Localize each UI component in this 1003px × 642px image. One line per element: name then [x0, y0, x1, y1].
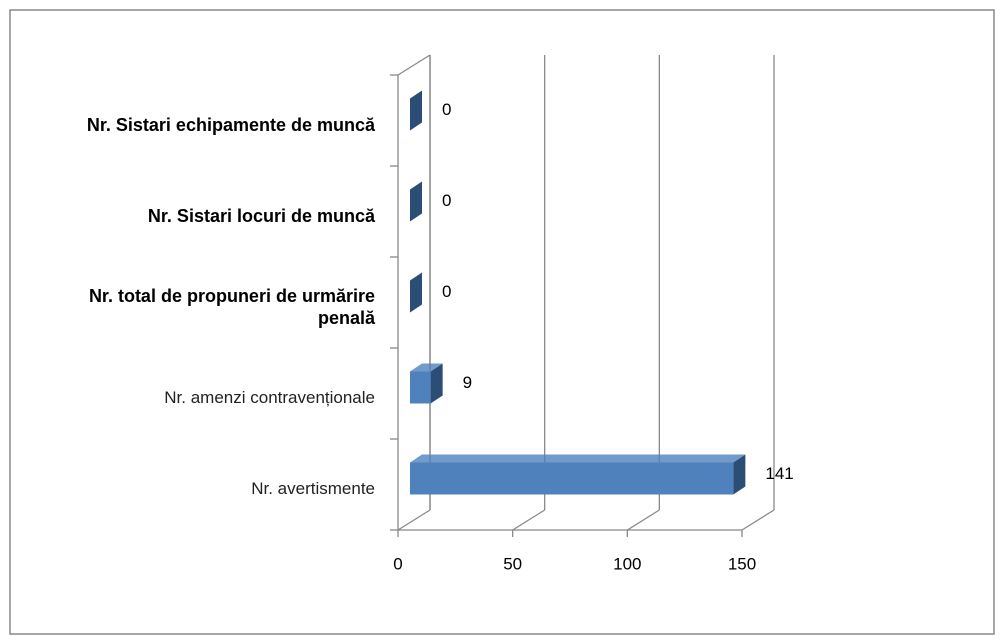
- x-tick-label: 100: [613, 554, 641, 573]
- value-label: 0: [442, 282, 451, 301]
- bar-side: [410, 181, 422, 222]
- y-tick-label: Nr. Sistari locuri de muncă: [147, 205, 375, 226]
- bar-side: [430, 363, 443, 404]
- bar-side: [410, 272, 422, 313]
- y-tick-label: Nr. avertismente: [251, 478, 375, 498]
- value-label: 0: [442, 100, 451, 119]
- bar-side: [733, 454, 746, 495]
- grid-line: [397, 509, 431, 531]
- bar-top: [410, 363, 443, 372]
- y-tick-label: Nr. amenzi contravenționale: [164, 387, 375, 407]
- grid-line: [626, 509, 660, 531]
- y-tick-label: Nr. Sistari echipamente de muncă: [86, 114, 375, 135]
- grid-line: [741, 509, 775, 531]
- x-tick-label: 0: [393, 554, 402, 573]
- x-tick-label: 50: [503, 554, 522, 573]
- grid-line: [512, 509, 546, 531]
- bar-front: [410, 462, 734, 495]
- value-label: 9: [463, 373, 472, 392]
- bar-side: [410, 90, 422, 131]
- bar-front: [410, 371, 431, 404]
- value-label: 0: [442, 191, 451, 210]
- bar-top: [410, 454, 746, 463]
- y-tick-label: Nr. total de propuneri de urmărire penal…: [88, 285, 375, 328]
- axis-line: [397, 54, 431, 76]
- x-tick-label: 150: [728, 554, 756, 573]
- value-label: 141: [765, 464, 793, 483]
